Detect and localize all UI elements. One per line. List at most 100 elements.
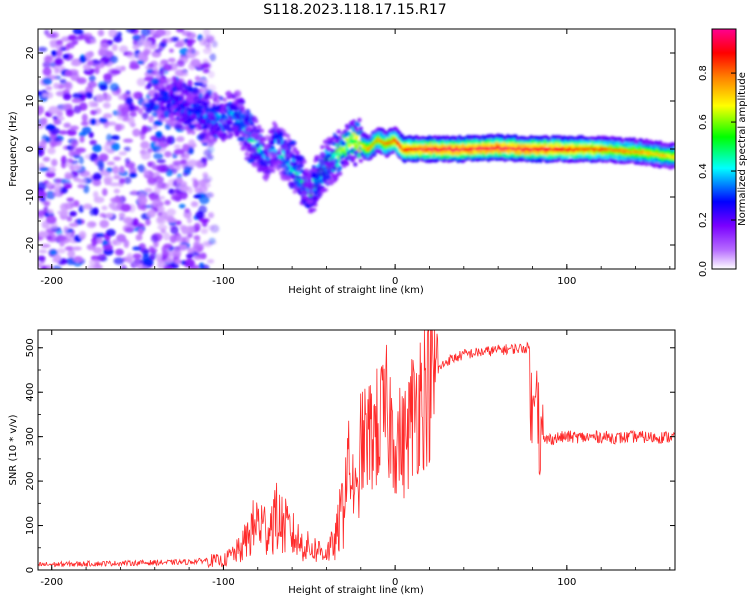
noise-cell <box>172 248 182 258</box>
noise-cell <box>89 139 97 146</box>
noise-cell <box>68 148 75 157</box>
noise-cell <box>129 172 138 178</box>
noise-cell <box>69 143 77 150</box>
noise-cell <box>162 63 173 71</box>
branch-cell <box>228 105 237 112</box>
ridge-cell <box>358 126 363 131</box>
branch-cell <box>206 121 214 130</box>
noise-cell <box>88 259 99 266</box>
noise-cell <box>69 165 75 172</box>
branch-cell <box>175 111 182 117</box>
snr-axes: -200 -100 0 100 500 400 300 200 100 0 <box>25 330 675 588</box>
noise-cell <box>140 29 151 37</box>
noise-cell <box>53 253 62 263</box>
branch-cell <box>247 158 255 164</box>
noise-cell <box>65 246 74 251</box>
branch-cell <box>237 137 245 142</box>
branch-cell <box>276 139 282 145</box>
snr-ytick-label: 200 <box>25 472 36 491</box>
noise-cell <box>152 199 159 205</box>
noise-cell <box>38 46 48 52</box>
noise-cell <box>180 190 188 200</box>
noise-cell <box>102 93 112 102</box>
noise-cell <box>118 45 129 53</box>
branch-cell <box>143 102 152 108</box>
branch-cell <box>172 75 177 83</box>
noise-cell <box>46 33 57 39</box>
noise-cell <box>166 218 178 224</box>
noise-cell <box>167 57 176 63</box>
branch-cell <box>173 123 183 130</box>
branch-cell <box>244 116 250 124</box>
noise-cell <box>147 209 156 218</box>
noise-cell <box>56 116 65 121</box>
noise-cell <box>202 47 212 55</box>
branch-cell <box>163 93 170 101</box>
ridge-cell <box>336 129 342 134</box>
noise-cell <box>208 237 216 245</box>
noise-cell <box>118 151 127 156</box>
branch-cell <box>332 132 337 138</box>
branch-cell <box>220 106 229 113</box>
noise-cell <box>83 184 90 194</box>
ridge-cell <box>256 124 262 130</box>
noise-cell <box>211 40 218 48</box>
noise-cell <box>45 124 56 131</box>
noise-cell <box>176 136 185 142</box>
snr-ytick-label: 500 <box>25 338 36 357</box>
noise-cell <box>200 157 208 164</box>
noise-cell <box>70 60 81 67</box>
branch-cell <box>248 146 258 154</box>
noise-cell <box>142 258 154 267</box>
noise-cell <box>173 148 185 155</box>
noise-cell <box>65 231 72 238</box>
colorbar-tick-label: 0.4 <box>698 163 709 179</box>
noise-cell <box>137 107 144 115</box>
noise-cell <box>38 106 45 115</box>
noise-cell <box>41 265 48 269</box>
noise-cell <box>175 220 182 226</box>
noise-cell <box>53 82 60 90</box>
noise-cell <box>63 122 72 129</box>
noise-cell <box>116 234 127 243</box>
branch-cell <box>175 81 184 86</box>
noise-cell <box>193 194 203 199</box>
noise-cell <box>103 143 110 152</box>
figure-title: S118.2023.118.17.15.R17 <box>263 2 446 18</box>
noise-cell <box>142 49 150 57</box>
noise-cell <box>66 197 75 202</box>
noise-cell <box>43 55 53 64</box>
branch-cell <box>192 88 200 95</box>
spectrogram-xtick-label: -100 <box>212 276 235 287</box>
noise-cell <box>198 217 210 223</box>
noise-cell <box>76 218 82 225</box>
noise-cell <box>97 253 107 262</box>
noise-cell <box>45 91 54 99</box>
noise-cell <box>176 40 183 47</box>
noise-cell <box>42 92 48 98</box>
noise-cell <box>124 226 134 233</box>
noise-cell <box>153 176 165 184</box>
snr-xlabel: Height of straight line (km) <box>288 585 424 596</box>
branch-cell <box>219 95 224 102</box>
noise-cell <box>204 192 215 199</box>
branch-cell <box>145 94 151 100</box>
noise-cell <box>110 134 120 141</box>
spectrogram-ytick-label: 10 <box>25 95 36 108</box>
ridge-cell <box>239 141 244 146</box>
noise-cell <box>163 265 173 269</box>
noise-cell <box>118 177 125 185</box>
noise-cell <box>148 115 154 123</box>
noise-cell <box>42 156 51 162</box>
noise-cell <box>59 203 69 212</box>
branch-cell <box>296 163 304 169</box>
noise-cell <box>190 58 201 68</box>
noise-cell <box>193 241 200 249</box>
noise-cell <box>207 212 215 219</box>
noise-cell <box>169 234 177 244</box>
branch-cell <box>322 170 331 179</box>
noise-cell <box>62 53 70 59</box>
noise-cell <box>166 208 176 216</box>
noise-cell <box>109 55 119 64</box>
